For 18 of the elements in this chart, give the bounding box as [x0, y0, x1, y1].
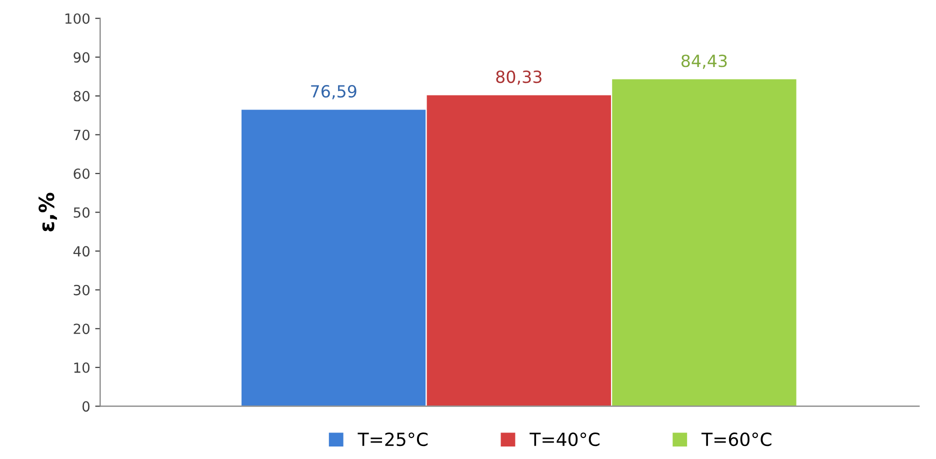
y-tick-label: 30 — [74, 284, 90, 296]
y-tick-label: 70 — [74, 130, 90, 140]
y-tick-label: 20 — [74, 324, 90, 334]
y-tick-label: 0 — [82, 401, 90, 412]
legend-label: T=60°C — [701, 432, 772, 446]
legend-label: T=25°C — [358, 432, 428, 446]
y-tick-label: 40 — [73, 246, 90, 257]
y-tick-label: 100 — [65, 13, 90, 24]
legend-label: T=40°C — [530, 432, 600, 446]
y-axis-title: ε,% — [38, 192, 57, 232]
y-tick-label: 60 — [74, 168, 90, 179]
y-tick-label: 10 — [74, 362, 90, 373]
y-tick-label: 90 — [74, 52, 90, 63]
y-tick-label: 80 — [74, 90, 90, 102]
data-label: 76,59 — [311, 84, 356, 100]
data-label: 84,43 — [681, 54, 727, 69]
data-label: 80,33 — [496, 70, 542, 85]
y-tick-label: 50 — [74, 207, 90, 218]
